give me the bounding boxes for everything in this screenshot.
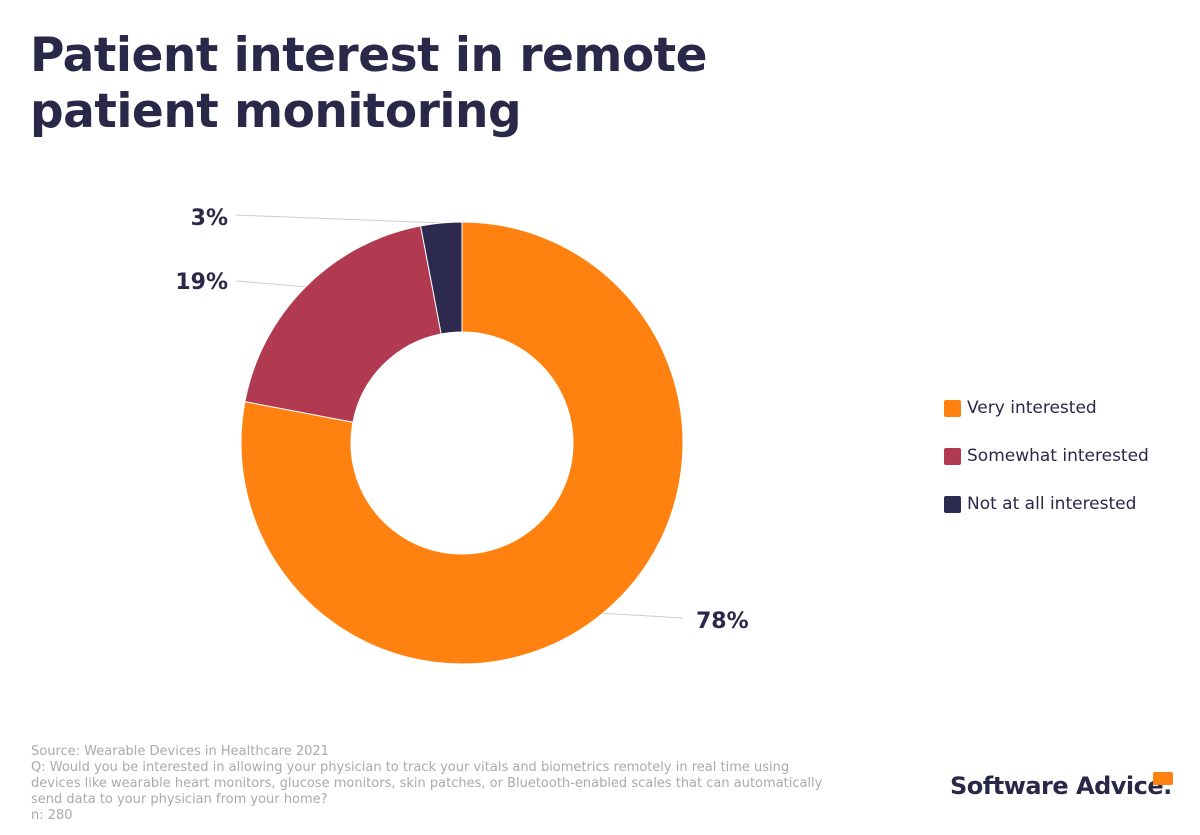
legend-swatch [944,399,961,417]
chart-title: Patient interest in remote patient monit… [30,28,708,139]
slice-very-interested [240,221,684,665]
speech-bubble-icon [1153,772,1173,785]
sample-size: n: 280 [31,808,73,823]
legend-item: Not at all interested [944,480,1149,528]
legend-swatch [944,495,961,513]
leader-line [235,214,442,224]
legend: Very interested Somewhat interested Not … [944,384,1149,528]
legend-item: Somewhat interested [944,432,1149,480]
question-text: Q: Would you be interested in allowing y… [31,760,823,807]
software-advice-logo: Software Advice. [950,772,1172,800]
source-text: Source: Wearable Devices in Healthcare 2… [31,744,329,759]
leader-line [235,280,306,288]
legend-label: Very interested [967,398,1097,418]
legend-swatch [944,447,961,465]
slice-not-at-all-interested [420,221,463,335]
slice-somewhat-interested [244,225,442,423]
data-label: 78% [696,609,749,634]
footer-notes: Source: Wearable Devices in Healthcare 2… [31,744,831,824]
leader-line [602,612,684,619]
legend-label: Somewhat interested [967,446,1149,466]
data-label: 3% [191,206,228,231]
legend-label: Not at all interested [967,494,1137,514]
data-label: 19% [175,270,228,295]
legend-item: Very interested [944,384,1149,432]
